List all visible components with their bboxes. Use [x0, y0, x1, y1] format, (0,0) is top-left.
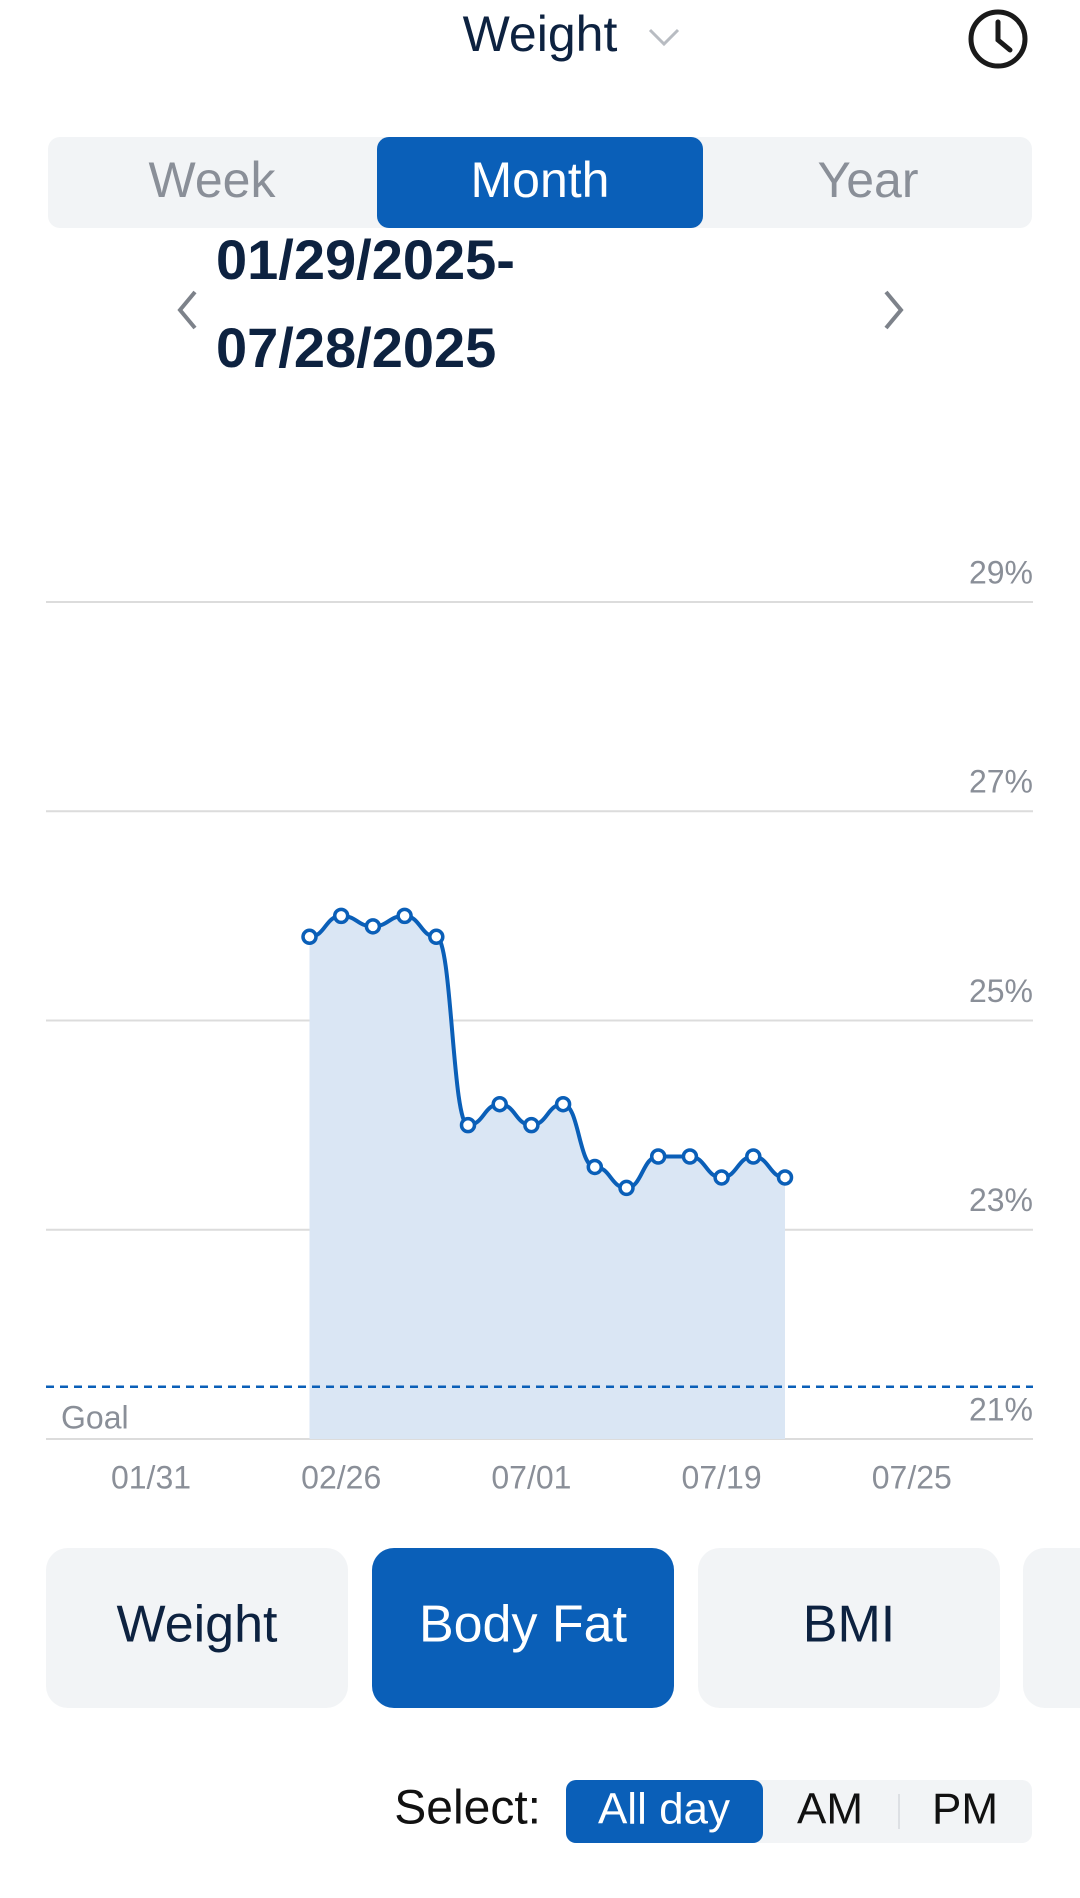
metric-tab[interactable]: [372, 1548, 674, 1708]
date-range-start: 01/29/2025-: [216, 228, 515, 291]
x-tick-label: 07/19: [682, 1459, 762, 1495]
period-tab-selected[interactable]: [377, 137, 703, 228]
point: [523, 1116, 540, 1134]
x-tick-label: 01/31: [111, 1459, 191, 1495]
y-tick-label: 21%: [969, 1391, 1033, 1427]
x-tick-label: 02/26: [301, 1459, 381, 1495]
clock-face: [968, 9, 1028, 69]
goal-label: Goal: [61, 1399, 129, 1435]
select-option[interactable]: PM: [932, 1785, 998, 1834]
metric-tab-label[interactable]: Weight: [117, 1596, 278, 1654]
point: [491, 1095, 508, 1113]
dropdown-chevron[interactable]: [648, 28, 680, 47]
x-tick-label: 07/25: [872, 1459, 952, 1495]
point: [364, 918, 382, 935]
header-title[interactable]: Weight: [463, 6, 618, 62]
point: [332, 907, 350, 925]
point: [554, 1095, 572, 1113]
history-icon[interactable]: [968, 9, 1028, 69]
point: [713, 1169, 730, 1186]
select-option[interactable]: AM: [797, 1785, 863, 1834]
area: [309, 915, 785, 1439]
date-range-end: 07/28/2025: [216, 316, 496, 379]
period-tab[interactable]: Year: [817, 152, 918, 208]
metric-tab[interactable]: [46, 1548, 348, 1708]
point: [776, 1169, 794, 1186]
y-tick-label: 29%: [969, 554, 1033, 590]
point: [586, 1158, 604, 1176]
chart: 21% 23% 25% 27% 29% 01/31 02/26 07/01 07/19 07/25…: [46, 554, 1033, 1495]
select-label: Select:: [394, 1782, 541, 1835]
point: [649, 1148, 667, 1165]
point: [681, 1148, 699, 1165]
select-option-selected[interactable]: [566, 1780, 763, 1843]
point: [301, 928, 318, 946]
point: [459, 1116, 477, 1134]
point: [745, 1148, 762, 1165]
prev-arrow[interactable]: [177, 290, 197, 330]
clock-hands: [995, 19, 1013, 53]
period-tab[interactable]: Month: [471, 152, 610, 208]
metric-tab-label[interactable]: Body Fat: [419, 1596, 628, 1654]
x-tick-label: 07/01: [491, 1459, 571, 1495]
y-tick-label: 23%: [969, 1182, 1033, 1218]
point: [618, 1179, 635, 1197]
metric-tab[interactable]: [698, 1548, 1000, 1708]
period-tab[interactable]: Week: [149, 152, 277, 208]
point: [428, 928, 445, 946]
select-option[interactable]: All day: [598, 1785, 730, 1834]
y-tick-label: 27%: [969, 764, 1033, 800]
metric-tab-partial[interactable]: [1023, 1548, 1080, 1708]
metric-tab-label[interactable]: BMI: [803, 1596, 895, 1654]
point: [396, 907, 413, 925]
next-arrow[interactable]: [884, 290, 904, 330]
y-tick-label: 25%: [969, 973, 1033, 1009]
